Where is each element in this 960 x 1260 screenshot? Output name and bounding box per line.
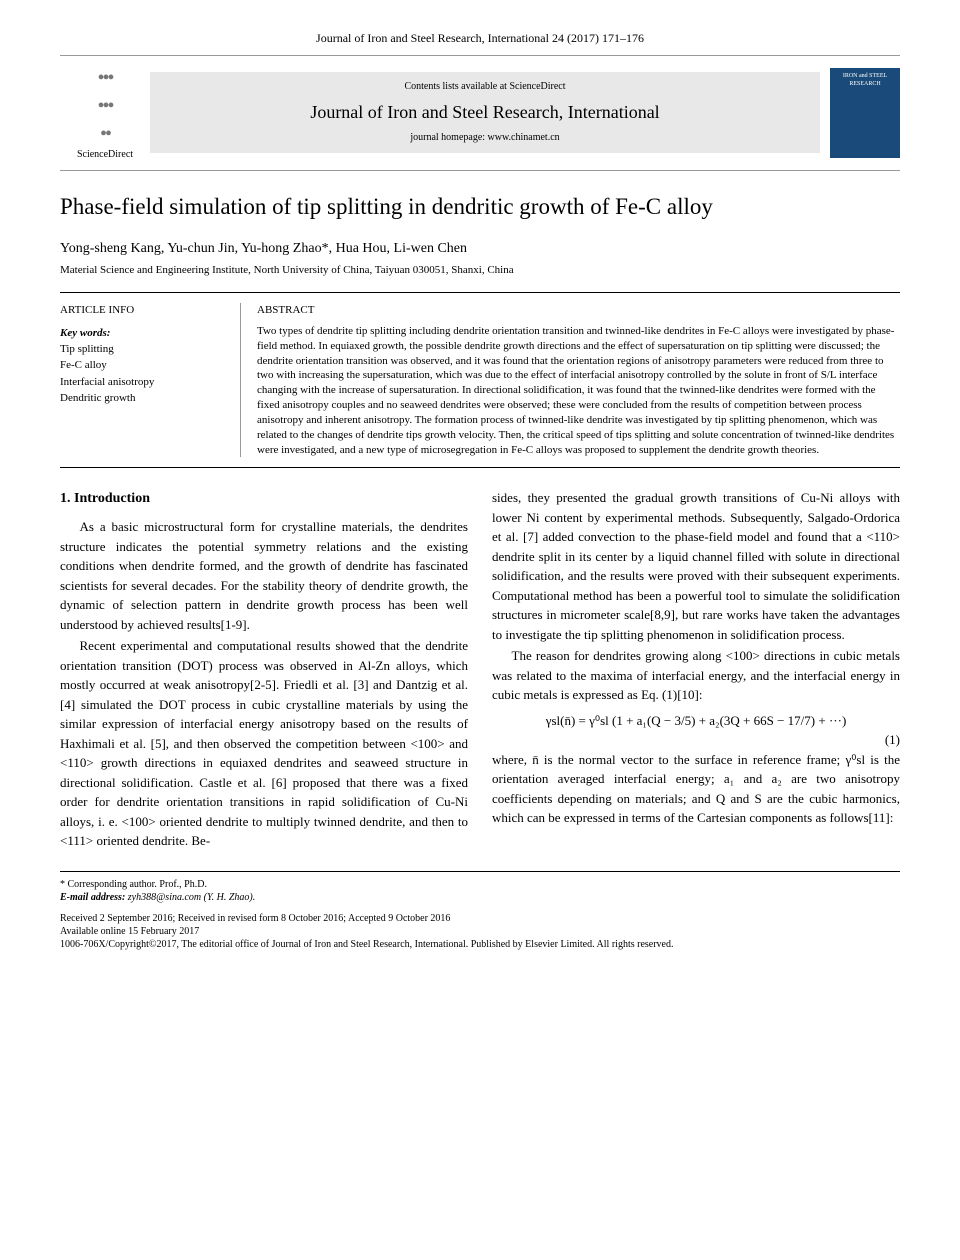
keywords-label: Key words: <box>60 326 224 341</box>
body-paragraph: where, n̄ is the normal vector to the su… <box>492 750 900 828</box>
keyword: Dendritic growth <box>60 391 224 406</box>
article-info: ARTICLE INFO Key words: Tip splitting Fe… <box>60 303 240 457</box>
keyword: Interfacial anisotropy <box>60 375 224 390</box>
keyword: Fe-C alloy <box>60 358 224 373</box>
body-paragraph: As a basic microstructural form for crys… <box>60 517 468 634</box>
body-paragraph: sides, they presented the gradual growth… <box>492 488 900 644</box>
journal-reference: Journal of Iron and Steel Research, Inte… <box>60 30 900 47</box>
journal-name: Journal of Iron and Steel Research, Inte… <box>162 100 808 125</box>
available-line: Available online 15 February 2017 <box>60 925 900 938</box>
header-center: Contents lists available at ScienceDirec… <box>150 72 820 153</box>
received-line: Received 2 September 2016; Received in r… <box>60 912 900 925</box>
info-abstract-box: ARTICLE INFO Key words: Tip splitting Fe… <box>60 292 900 468</box>
abstract: ABSTRACT Two types of dendrite tip split… <box>240 303 900 457</box>
logo-text: ScienceDirect <box>60 148 150 162</box>
journal-homepage: journal homepage: www.chinamet.cn <box>162 131 808 145</box>
copyright-line: 1006-706X/Copyright©2017, The editorial … <box>60 938 900 951</box>
journal-cover-icon: IRON and STEEL RESEARCH <box>830 68 900 158</box>
section-heading: 1. Introduction <box>60 488 468 509</box>
equation: γsl(n̄) = γ⁰sl (1 + a₁(Q − 3/5) + a₂(3Q … <box>492 711 900 731</box>
equation-number: (1) <box>885 730 900 750</box>
body-paragraph: Recent experimental and computational re… <box>60 636 468 851</box>
contents-line: Contents lists available at ScienceDirec… <box>162 80 808 94</box>
logo-dots-icon: •••••••• <box>60 64 150 148</box>
sciencedirect-logo: •••••••• ScienceDirect <box>60 64 150 162</box>
email-label: E-mail address: <box>60 892 125 903</box>
article-info-heading: ARTICLE INFO <box>60 303 224 318</box>
authors: Yong-sheng Kang, Yu-chun Jin, Yu-hong Zh… <box>60 239 900 259</box>
equation-body: γsl(n̄) = γ⁰sl (1 + a₁(Q − 3/5) + a₂(3Q … <box>546 713 847 728</box>
abstract-text: Two types of dendrite tip splitting incl… <box>257 324 900 458</box>
email-line: E-mail address: zyh388@sina.com (Y. H. Z… <box>60 891 900 904</box>
footnotes: * Corresponding author. Prof., Ph.D. E-m… <box>60 871 900 951</box>
keyword: Tip splitting <box>60 342 224 357</box>
article-title: Phase-field simulation of tip splitting … <box>60 191 900 223</box>
body-paragraph: The reason for dendrites growing along <… <box>492 646 900 705</box>
body-columns: 1. Introduction As a basic microstructur… <box>60 488 900 851</box>
corresponding-author: * Corresponding author. Prof., Ph.D. <box>60 878 900 891</box>
journal-header: •••••••• ScienceDirect Contents lists av… <box>60 55 900 171</box>
affiliation: Material Science and Engineering Institu… <box>60 263 900 278</box>
email-address: zyh388@sina.com (Y. H. Zhao). <box>128 892 255 903</box>
abstract-heading: ABSTRACT <box>257 303 900 318</box>
